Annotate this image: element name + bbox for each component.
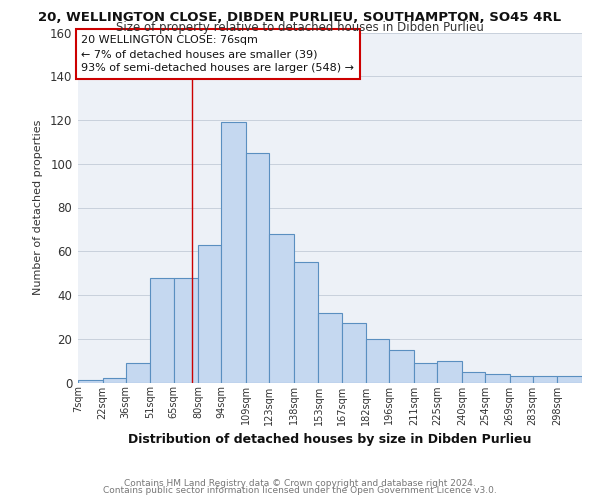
Bar — [269, 234, 294, 382]
Text: Contains HM Land Registry data © Crown copyright and database right 2024.: Contains HM Land Registry data © Crown c… — [124, 478, 476, 488]
Bar — [221, 122, 246, 382]
Bar — [437, 360, 462, 382]
Bar — [294, 262, 319, 382]
Bar — [389, 350, 414, 382]
Text: 20, WELLINGTON CLOSE, DIBDEN PURLIEU, SOUTHAMPTON, SO45 4RL: 20, WELLINGTON CLOSE, DIBDEN PURLIEU, SO… — [38, 11, 562, 24]
Y-axis label: Number of detached properties: Number of detached properties — [33, 120, 43, 295]
Bar — [485, 374, 509, 382]
Bar — [173, 278, 198, 382]
Bar — [366, 339, 389, 382]
Bar — [414, 363, 437, 382]
Bar — [533, 376, 557, 382]
Text: 20 WELLINGTON CLOSE: 76sqm
← 7% of detached houses are smaller (39)
93% of semi-: 20 WELLINGTON CLOSE: 76sqm ← 7% of detac… — [81, 34, 354, 74]
Text: Contains public sector information licensed under the Open Government Licence v3: Contains public sector information licen… — [103, 486, 497, 495]
Text: Size of property relative to detached houses in Dibden Purlieu: Size of property relative to detached ho… — [116, 22, 484, 35]
Bar — [509, 376, 533, 382]
Bar — [151, 278, 173, 382]
Bar — [103, 378, 126, 382]
Bar — [198, 244, 221, 382]
Bar — [246, 153, 269, 382]
Bar — [126, 363, 151, 382]
Bar — [341, 324, 366, 382]
Bar — [462, 372, 485, 382]
Bar — [557, 376, 582, 382]
X-axis label: Distribution of detached houses by size in Dibden Purlieu: Distribution of detached houses by size … — [128, 433, 532, 446]
Bar — [319, 312, 341, 382]
Bar — [78, 380, 103, 382]
